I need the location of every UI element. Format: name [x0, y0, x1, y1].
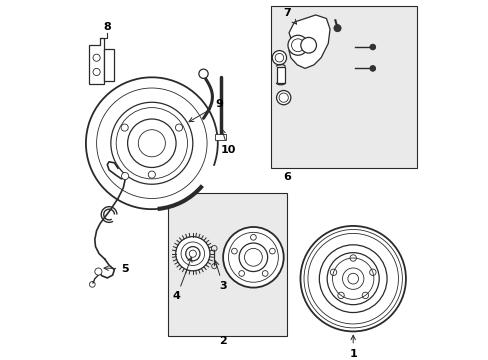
Circle shape	[239, 243, 267, 271]
Text: 6: 6	[283, 172, 291, 182]
Text: 4: 4	[172, 257, 192, 301]
Circle shape	[199, 69, 208, 78]
Circle shape	[300, 37, 316, 53]
Polygon shape	[103, 49, 114, 81]
Polygon shape	[89, 38, 103, 85]
Bar	[271, 6, 416, 168]
Text: 3: 3	[214, 261, 226, 291]
Circle shape	[86, 77, 217, 209]
Text: 5: 5	[104, 264, 129, 274]
Text: 8: 8	[103, 22, 111, 32]
Bar	[276, 67, 285, 83]
Text: 1: 1	[348, 335, 356, 359]
Circle shape	[276, 90, 290, 105]
Circle shape	[175, 237, 209, 271]
Circle shape	[185, 247, 200, 261]
Circle shape	[122, 172, 128, 180]
Circle shape	[300, 226, 405, 332]
Circle shape	[272, 51, 286, 65]
Circle shape	[333, 24, 341, 32]
Circle shape	[95, 268, 102, 275]
Text: 9: 9	[189, 99, 223, 122]
Bar	[215, 134, 225, 140]
Text: 7: 7	[283, 8, 296, 24]
Circle shape	[369, 44, 375, 50]
Text: 2: 2	[219, 336, 226, 346]
Circle shape	[111, 102, 192, 184]
Circle shape	[326, 253, 378, 305]
Circle shape	[223, 227, 283, 288]
Polygon shape	[288, 15, 329, 68]
Text: 10: 10	[220, 129, 236, 156]
Circle shape	[127, 119, 176, 167]
Bar	[167, 193, 286, 336]
Circle shape	[369, 66, 375, 71]
Circle shape	[287, 35, 307, 55]
